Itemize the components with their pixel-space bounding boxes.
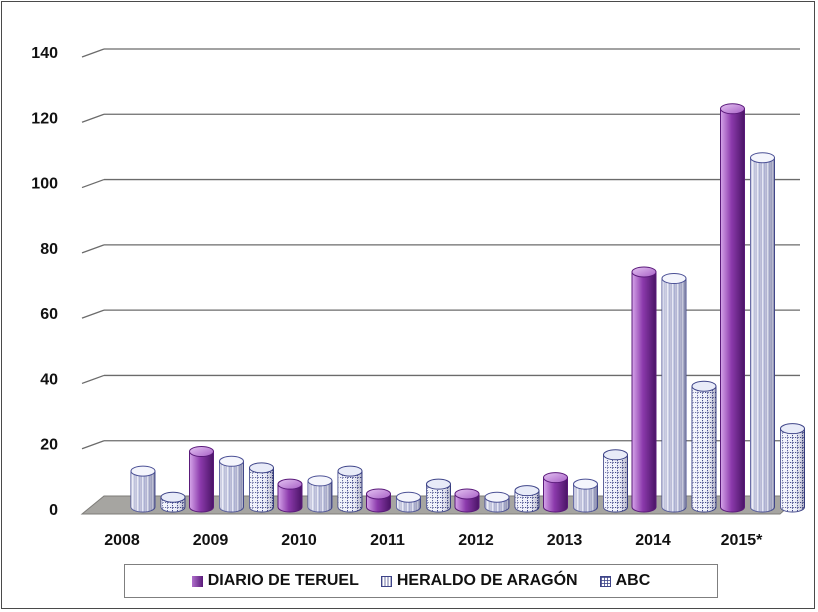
bar-heraldo [130, 465, 156, 513]
bar-abc [514, 485, 540, 513]
x-tick-label: 2012 [458, 532, 494, 549]
bar-abc [603, 449, 628, 513]
y-axis-ticks: 0 20 40 60 80 100 120 140 [31, 45, 58, 519]
bar-heraldo [219, 455, 244, 513]
bar-heraldo [750, 152, 775, 513]
legend-swatch-diario [191, 575, 203, 587]
gridline-stub [81, 440, 105, 450]
bar-diario [277, 478, 303, 513]
gridline-stub [81, 48, 105, 58]
x-tick-label: 2009 [193, 532, 229, 549]
bar-abc [426, 478, 451, 513]
legend-swatch-heraldo [380, 575, 392, 587]
y-tick-label: 40 [40, 371, 58, 388]
gridline-stub [81, 244, 105, 254]
x-tick-label: 2013 [547, 532, 583, 549]
gridline-stub [81, 178, 105, 189]
bar-heraldo [573, 478, 598, 513]
legend-label-heraldo: HERALDO DE ARAGÓN [396, 572, 578, 589]
legend-item-abc: ABC [599, 572, 651, 590]
bars [130, 103, 805, 513]
y-tick-label: 80 [40, 241, 58, 258]
y-tick-label: 120 [31, 110, 58, 127]
legend-swatch-abc [599, 575, 611, 587]
bar-diario [189, 446, 214, 513]
bar-abc [780, 423, 805, 513]
bar-abc [691, 380, 717, 513]
gridline-stub [81, 113, 105, 123]
bar-diario [631, 266, 657, 513]
bar-heraldo [661, 273, 687, 513]
bar-diario [366, 488, 391, 513]
legend-item-heraldo: HERALDO DE ARAGÓN [380, 572, 578, 590]
x-tick-label: 2010 [281, 532, 317, 549]
bar-heraldo [484, 491, 510, 513]
y-tick-label: 140 [31, 45, 58, 62]
bar-diario [454, 488, 480, 513]
x-tick-label: 2014 [635, 532, 671, 549]
bar-heraldo [307, 475, 333, 513]
y-tick-label: 60 [40, 306, 58, 323]
bar-abc [249, 462, 274, 513]
bar-diario [543, 472, 568, 513]
gridline-stub [81, 374, 105, 385]
y-tick-label: 20 [40, 437, 58, 454]
legend-label-diario: DIARIO DE TERUEL [207, 572, 359, 589]
x-tick-label: 2015* [721, 532, 764, 549]
bar-diario [720, 103, 745, 513]
y-tick-label: 0 [49, 502, 58, 519]
x-axis-ticks: 2008 2009 2010 2011 2012 2013 2014 2015* [104, 532, 763, 549]
bar-abc [160, 491, 186, 513]
legend: DIARIO DE TERUEL HERALDO DE ARAGÓN ABC [124, 564, 718, 598]
gridline-stub [81, 309, 105, 319]
legend-label-abc: ABC [615, 572, 651, 589]
x-tick-label: 2008 [104, 532, 140, 549]
x-tick-label: 2011 [370, 532, 405, 549]
bar-heraldo [396, 491, 421, 513]
legend-item-diario: DIARIO DE TERUEL [191, 572, 359, 590]
bar-abc [337, 465, 363, 513]
y-tick-label: 100 [31, 176, 58, 193]
